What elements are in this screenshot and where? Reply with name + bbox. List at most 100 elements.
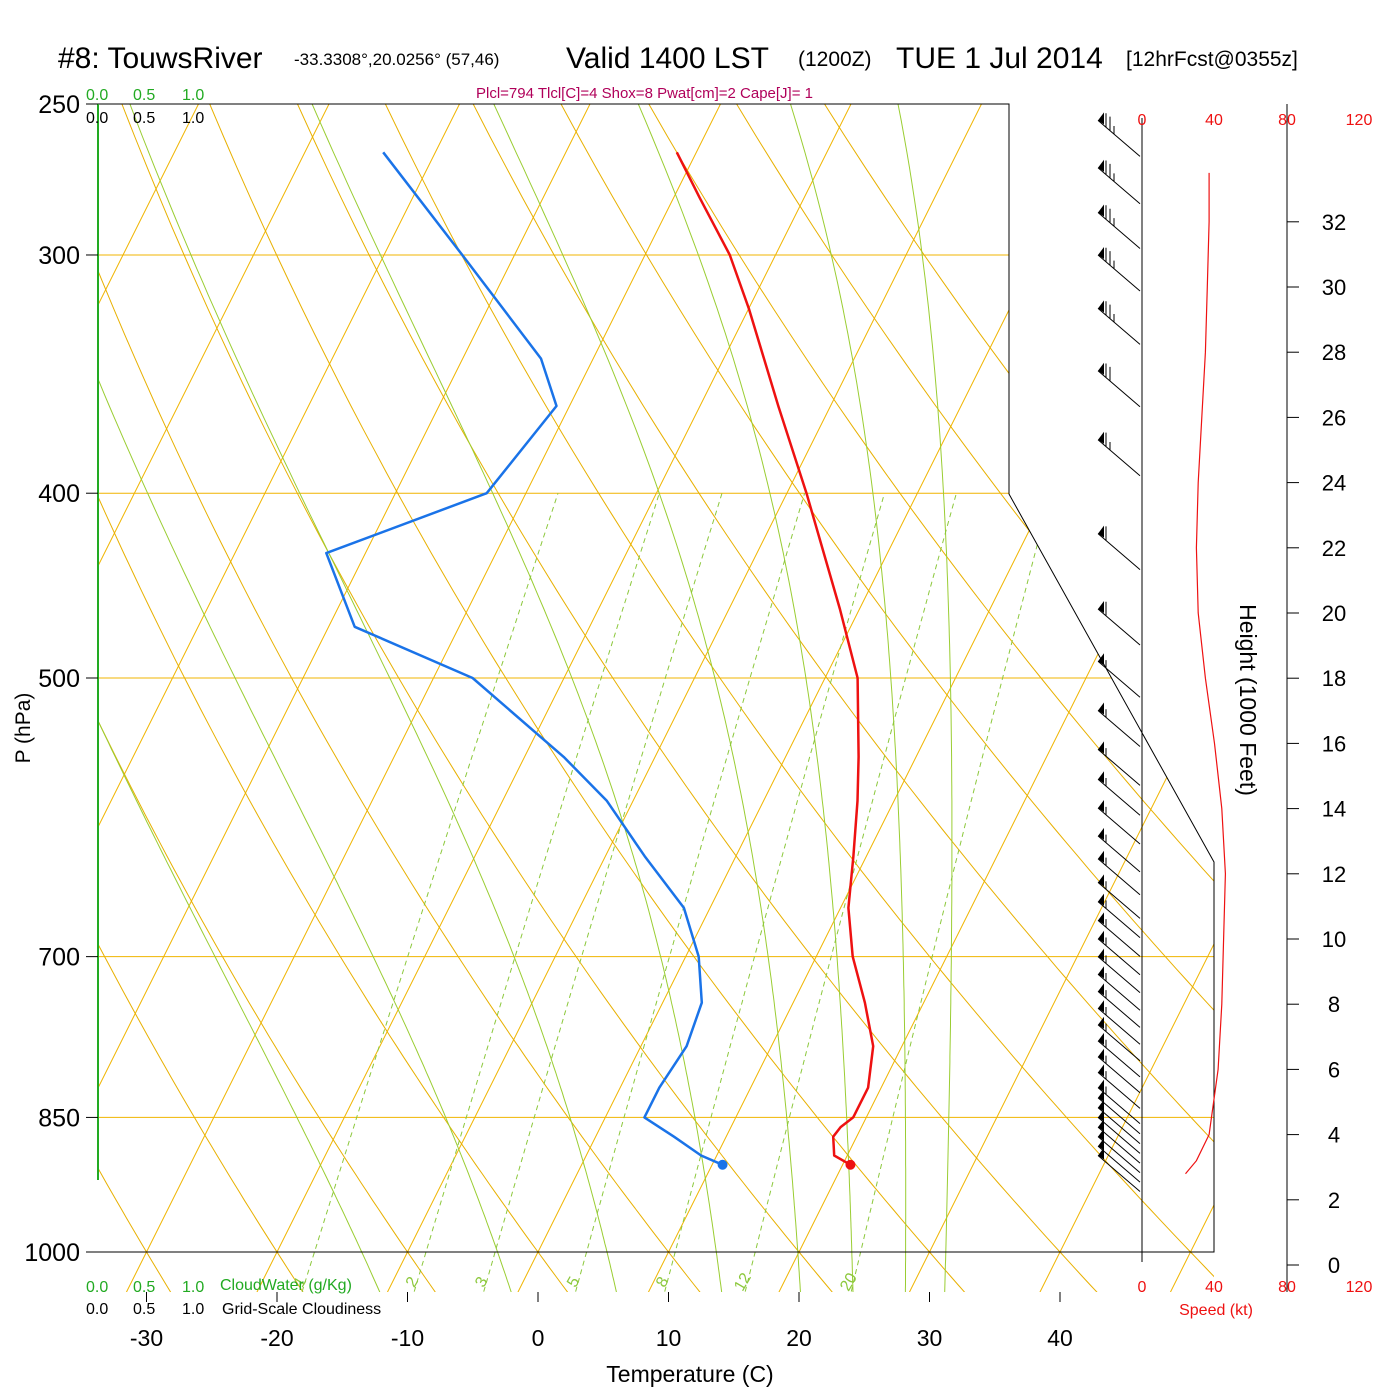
cw-bot-1: 0.5	[133, 1279, 155, 1296]
isotherm	[768, 104, 1214, 1292]
wind-barbs	[1097, 112, 1141, 1192]
barb-flag	[1098, 850, 1104, 863]
thermo-grid	[98, 104, 1214, 1292]
isotherm	[1160, 104, 1214, 1292]
height-tick-label: 8	[1328, 992, 1340, 1017]
barb-flag	[1098, 1079, 1104, 1092]
barb-flag	[1098, 1109, 1104, 1122]
speed-top-0: 0	[1138, 112, 1147, 129]
speed-label: Speed (kt)	[1179, 1302, 1253, 1319]
barb-flag	[1098, 1000, 1104, 1013]
height-tick-label: 22	[1322, 536, 1346, 561]
sounding-indices: Plcl=794 Tlcl[C]=4 Shox=8 Pwat[cm]=2 Cap…	[476, 85, 813, 102]
dry-adiabat	[98, 104, 575, 1292]
moist-adiabat	[123, 104, 619, 1292]
barb-staff	[1097, 308, 1141, 345]
barb-flag	[1098, 893, 1104, 906]
isotherm	[1029, 104, 1214, 1292]
station-title: #8: TouwsRiver	[58, 42, 263, 75]
barb-flag	[1098, 1064, 1104, 1077]
barb-staff	[1097, 1056, 1141, 1094]
x-axis-label: Temperature (C)	[606, 1361, 773, 1387]
barb-flag	[1098, 827, 1104, 840]
x-tick-label: -20	[260, 1325, 293, 1351]
moist-adiabat	[98, 104, 384, 1292]
barb-staff	[1097, 254, 1141, 292]
mixing-ratio-label: 20	[837, 1270, 861, 1294]
barb-flag	[1098, 1089, 1104, 1102]
height-tick-label: 10	[1322, 927, 1346, 952]
barb-flag	[1098, 159, 1104, 172]
isotherm	[98, 104, 209, 1292]
mixing-ratio-label: 12	[731, 1270, 755, 1294]
height-tick-label: 2	[1328, 1188, 1340, 1213]
barb-staff	[1097, 956, 1141, 994]
cl-bot-1: 0.5	[133, 1301, 155, 1318]
barb-staff	[1097, 120, 1141, 157]
cw-top-0: 0.0	[86, 87, 108, 104]
dry-adiabat	[629, 104, 1214, 1292]
mixing-ratio-label: 3	[472, 1274, 491, 1290]
barb-staff	[1097, 167, 1141, 205]
height-tick-label: 6	[1328, 1057, 1340, 1082]
valid-date: TUE 1 Jul 2014	[896, 42, 1103, 75]
isotherm	[98, 104, 340, 1292]
x-tick-label: 0	[532, 1325, 545, 1351]
x-tick-label: 40	[1047, 1325, 1073, 1351]
height-tick-label: 26	[1322, 405, 1346, 430]
barb-staff	[1097, 1024, 1141, 1062]
height-tick-label: 0	[1328, 1253, 1340, 1278]
moist-adiabat	[485, 104, 802, 1292]
dry-adiabat	[716, 104, 1214, 1292]
cl-top-0: 0.0	[86, 110, 108, 127]
barb-staff	[1097, 608, 1141, 646]
barb-staff	[1097, 858, 1141, 896]
barb-flag	[1098, 1032, 1104, 1045]
x-tick-label: -30	[130, 1325, 163, 1351]
mixing-ratio-line	[480, 493, 723, 1292]
height-tick-label: 24	[1322, 471, 1346, 496]
barb-flag	[1098, 1119, 1104, 1132]
barb-flag	[1098, 1147, 1104, 1160]
barb-staff	[1097, 439, 1141, 477]
isotherm	[899, 104, 1214, 1292]
plot-frame	[98, 103, 1215, 1253]
height-tick-label: 20	[1322, 601, 1346, 626]
height-tick-label: 16	[1322, 731, 1346, 756]
p-tick-label: 850	[38, 1104, 80, 1132]
dry-adiabat	[98, 104, 442, 1292]
barb-flag	[1098, 1138, 1104, 1151]
y-axis-label: P (hPa)	[12, 693, 35, 764]
moist-adiabat	[98, 104, 515, 1292]
mixing-ratio-line	[742, 493, 957, 1292]
height-tick-label: 30	[1322, 275, 1346, 300]
mixing-ratio-line	[298, 493, 559, 1292]
cloud-scales: 0.0 0.5 1.0 0.0 0.5 1.0 0.0 0.5 1.0 Clou…	[86, 87, 381, 1318]
p-tick-label: 400	[38, 480, 80, 508]
barb-flag	[1098, 702, 1104, 715]
barb-staff	[1097, 212, 1141, 249]
mixing-ratio-line	[662, 493, 885, 1292]
cl-bot-2: 1.0	[182, 1301, 204, 1318]
x-tick-label: -10	[391, 1325, 424, 1351]
p-tick-label: 700	[38, 944, 80, 972]
pressure-axis: 250 300 400 500 700 850 1000	[24, 91, 98, 1267]
speed-top-2: 80	[1278, 112, 1296, 129]
barb-flag	[1098, 246, 1104, 259]
isotherm	[116, 104, 731, 1292]
x-tick-label: 10	[656, 1325, 682, 1351]
barb-staff	[1097, 1126, 1141, 1164]
temperature-profile-surface-dot	[845, 1159, 856, 1170]
speed-bot-0: 0	[1138, 1279, 1147, 1296]
barb-flag	[1098, 771, 1104, 784]
barb-staff	[1097, 835, 1141, 873]
height-tick-label: 32	[1322, 210, 1346, 235]
height-axis-label: Height (1000 Feet)	[1235, 604, 1261, 796]
barb-staff	[1097, 1145, 1141, 1183]
barb-flag	[1098, 800, 1104, 813]
cloudwater-label: CloudWater (g/Kg)	[220, 1277, 352, 1294]
sounding-profiles	[325, 151, 875, 1170]
barb-staff	[1097, 807, 1141, 845]
barb-flag	[1098, 874, 1104, 887]
